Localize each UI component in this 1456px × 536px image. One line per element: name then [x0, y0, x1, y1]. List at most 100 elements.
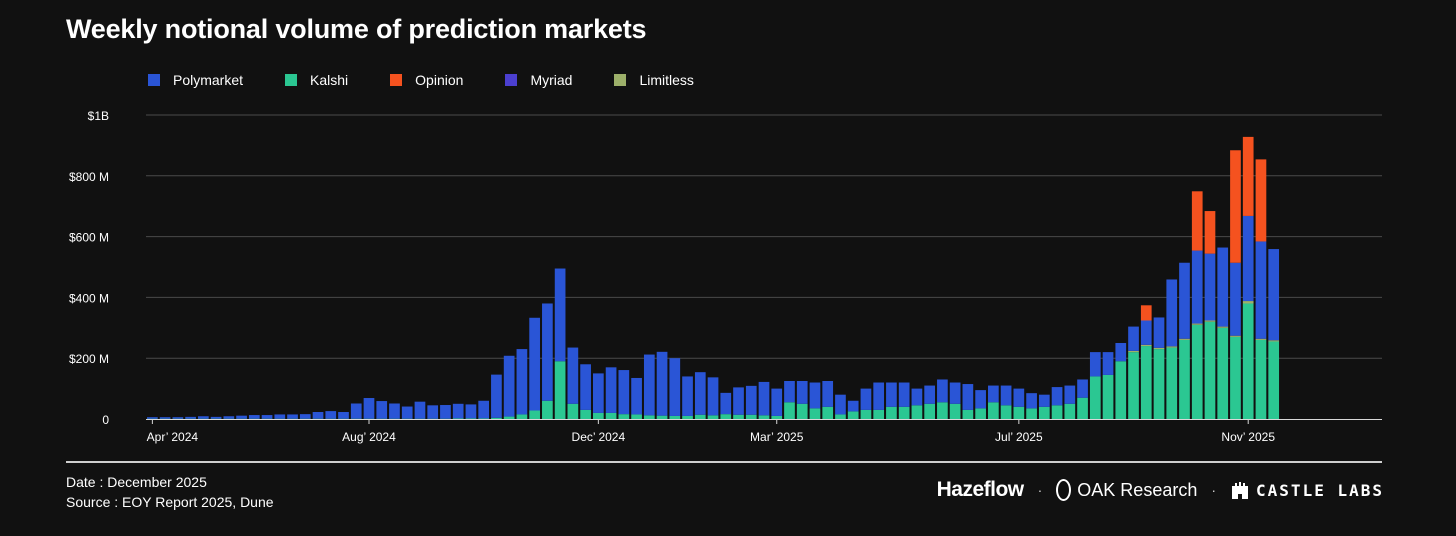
- bar-polymarket: [911, 388, 923, 406]
- bar-polymarket: [325, 411, 337, 419]
- footer-source: Source : EOY Report 2025, Dune: [66, 494, 274, 510]
- bar-polymarket: [427, 405, 439, 419]
- bar-kalshi: [796, 403, 808, 419]
- bar-polymarket: [223, 416, 235, 419]
- footer-divider: [66, 461, 1382, 463]
- bar-kalshi: [669, 415, 681, 419]
- bar-kalshi: [465, 418, 477, 420]
- legend-label-myriad: Myriad: [530, 72, 573, 88]
- bar-kalshi: [529, 410, 540, 419]
- bar-limitless: [1242, 301, 1254, 304]
- bar-polymarket: [210, 416, 222, 419]
- bar-kalshi: [503, 416, 515, 419]
- logo-separator: ·: [1037, 482, 1043, 498]
- bar-limitless: [1268, 340, 1280, 342]
- bar-polymarket: [1191, 250, 1203, 324]
- bar-polymarket: [147, 417, 158, 419]
- x-tick-label: Aug’ 2024: [342, 430, 396, 444]
- bar-polymarket: [172, 417, 184, 419]
- bar-kalshi: [1153, 349, 1165, 419]
- bar-polymarket: [796, 381, 808, 404]
- bar-kalshi: [707, 415, 719, 419]
- hazeflow-logo: Hazeflow: [936, 478, 1025, 501]
- bar-kalshi: [643, 415, 655, 419]
- bar-polymarket: [1179, 262, 1190, 339]
- bar-limitless: [1166, 346, 1178, 348]
- castle-icon: [1232, 482, 1249, 499]
- bar-limitless: [1204, 320, 1216, 322]
- bar-kalshi: [1230, 336, 1241, 419]
- legend-swatch-opinion: [390, 74, 403, 86]
- oak-research-logo: OAK Research: [1056, 479, 1197, 501]
- bar-polymarket: [1102, 352, 1114, 375]
- y-tick-label: $800 M: [69, 170, 109, 184]
- bar-polymarket: [771, 388, 783, 416]
- legend-item-limitless[interactable]: Limitless: [614, 72, 694, 88]
- bar-polymarket: [1255, 241, 1267, 339]
- legend-item-polymarket[interactable]: Polymarket: [148, 72, 243, 88]
- bar-polymarket: [1000, 385, 1012, 406]
- bar-polymarket: [886, 382, 897, 407]
- bar-polymarket: [618, 370, 630, 415]
- bar-polymarket: [312, 412, 324, 419]
- legend-item-kalshi[interactable]: Kalshi: [285, 72, 348, 88]
- bar-polymarket: [516, 349, 528, 415]
- bar-polymarket: [643, 354, 655, 416]
- bar-polymarket: [1038, 394, 1050, 407]
- logo-separator: ·: [1211, 482, 1217, 498]
- bar-limitless: [1179, 338, 1190, 340]
- bar-polymarket: [1064, 385, 1076, 404]
- bar-kalshi: [682, 415, 693, 419]
- bar-polymarket: [669, 358, 681, 416]
- legend-swatch-limitless: [614, 74, 627, 86]
- bar-polymarket: [1217, 247, 1229, 327]
- bar-limitless: [1153, 347, 1165, 350]
- bar-polymarket: [1026, 393, 1037, 409]
- oak-icon: [1056, 479, 1072, 501]
- bar-polymarket: [682, 376, 693, 416]
- bar-kalshi: [1115, 361, 1127, 419]
- bar-polymarket: [758, 381, 770, 416]
- bar-polymarket: [261, 415, 273, 419]
- legend-item-myriad[interactable]: Myriad: [505, 72, 572, 88]
- bar-kalshi: [656, 415, 668, 419]
- bar-kalshi: [1140, 346, 1152, 419]
- legend-item-opinion[interactable]: Opinion: [390, 72, 463, 88]
- bar-kalshi: [694, 414, 706, 419]
- bar-polymarket: [860, 388, 872, 410]
- legend-label-limitless: Limitless: [639, 72, 694, 88]
- legend-label-opinion: Opinion: [415, 72, 464, 88]
- bar-polymarket: [733, 387, 744, 415]
- bar-kalshi: [618, 414, 630, 419]
- x-tick-label: Nov’ 2025: [1221, 430, 1275, 444]
- bar-kalshi: [1204, 321, 1216, 419]
- y-tick-label: $600 M: [69, 231, 109, 245]
- bar-polymarket: [898, 382, 910, 407]
- legend-label-polymarket: Polymarket: [173, 72, 244, 88]
- legend-swatch-polymarket: [148, 74, 160, 86]
- bar-polymarket: [847, 400, 859, 412]
- bar-kalshi: [1255, 339, 1267, 419]
- x-tick-label: Apr’ 2024: [147, 430, 199, 444]
- bar-polymarket: [656, 351, 668, 416]
- bar-polymarket: [567, 347, 579, 404]
- bar-kalshi: [1051, 405, 1063, 419]
- bar-polymarket: [1140, 320, 1152, 345]
- bar-polymarket: [465, 404, 477, 419]
- bar-kalshi: [809, 408, 821, 419]
- bar-kalshi: [1026, 408, 1037, 419]
- bar-polymarket: [554, 268, 566, 362]
- y-tick-label: 0: [102, 413, 109, 427]
- bar-kalshi: [1000, 405, 1012, 419]
- bar-polymarket: [299, 414, 311, 419]
- y-axis-tick-labels: 0 $200 M $400 M $600 M $800 M $1B: [69, 109, 109, 427]
- bar-kalshi: [949, 403, 961, 419]
- bar-kalshi: [452, 418, 464, 420]
- bar-polymarket: [440, 405, 451, 419]
- bar-kalshi: [1179, 339, 1190, 419]
- bar-polymarket: [542, 303, 553, 401]
- bar-polymarket: [694, 372, 706, 415]
- bar-kalshi: [1077, 397, 1088, 419]
- bar-polymarket: [873, 382, 885, 410]
- bar-kalshi: [567, 403, 579, 419]
